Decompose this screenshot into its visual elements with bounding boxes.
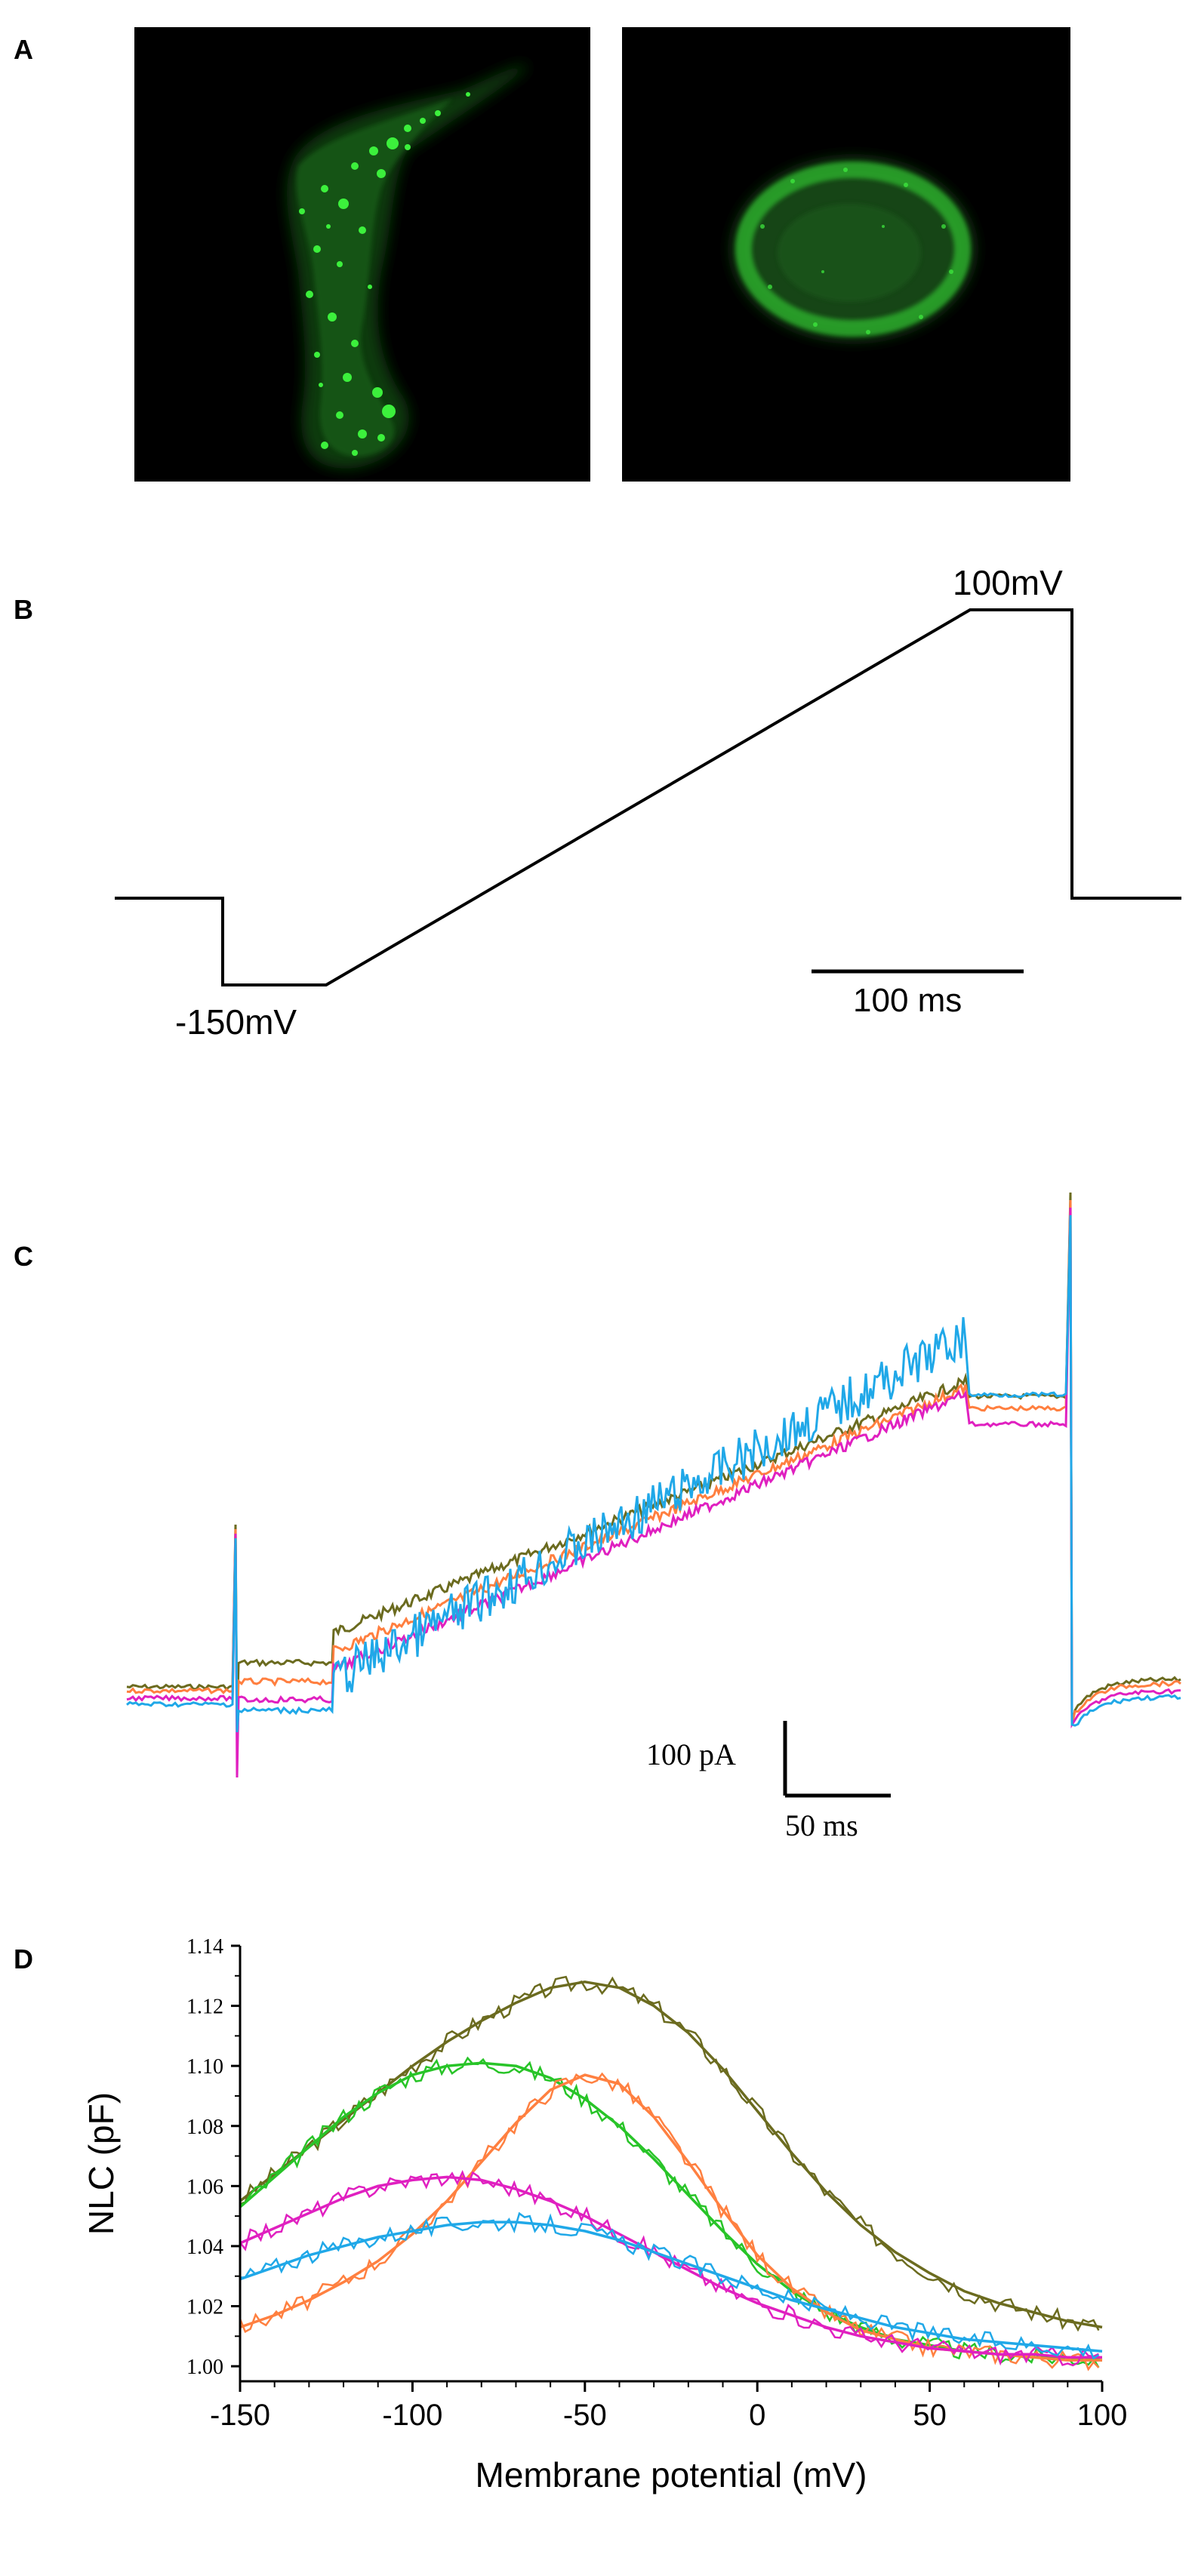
y-tick-label: 1.12 bbox=[186, 1996, 223, 2019]
x-tick-label: -50 bbox=[563, 2399, 607, 2432]
micrograph-left-puncta bbox=[299, 92, 470, 456]
nlc-chart: 1.00 1.02 1.04 1.06 1.08 1.10 1.12 1.14 -150 -100… bbox=[82, 1935, 1127, 2494]
x-tick-label: 0 bbox=[749, 2399, 765, 2432]
y-axis-label: NLC (pF) bbox=[82, 2092, 121, 2235]
y-tick-label: 1.00 bbox=[186, 2356, 223, 2379]
nlc-fit-curve bbox=[239, 2175, 1102, 2359]
nlc-fit-curve bbox=[239, 2221, 1103, 2353]
time-scale-label-c: 50 ms bbox=[785, 1808, 858, 1842]
current-traces bbox=[126, 1192, 1181, 1778]
panel-b-letter: B bbox=[14, 594, 33, 625]
current-trace bbox=[126, 1207, 1181, 1778]
y-tick-label: 1.04 bbox=[186, 2236, 223, 2259]
y-tick-label: 1.10 bbox=[186, 2055, 223, 2079]
micrograph-right-speckle bbox=[760, 168, 953, 334]
panel-a-letter: A bbox=[14, 34, 33, 65]
current-trace bbox=[126, 1192, 1181, 1733]
nlc-fit-curve bbox=[239, 2073, 1102, 2362]
micrograph-right bbox=[622, 27, 1070, 482]
nlc-data-trace bbox=[239, 1975, 1100, 2332]
nlc-data-trace bbox=[239, 2072, 1100, 2371]
current-trace bbox=[126, 1199, 1181, 1733]
x-axis-label: Membrane potential (mV) bbox=[476, 2455, 867, 2494]
x-tick-label: 50 bbox=[913, 2399, 947, 2432]
current-scale-label: 100 pA bbox=[646, 1737, 736, 1771]
nlc-series-group bbox=[239, 1975, 1103, 2371]
y-tick-label: 1.14 bbox=[186, 1935, 223, 1959]
current-trace bbox=[126, 1214, 1181, 1733]
nlc-data-trace bbox=[239, 2056, 1100, 2368]
panel-d-letter: D bbox=[14, 1944, 33, 1974]
nlc-fit-curve bbox=[239, 1980, 1103, 2329]
x-tick-label: 100 bbox=[1077, 2399, 1128, 2432]
nlc-axes: 1.00 1.02 1.04 1.06 1.08 1.10 1.12 1.14 -150 -100… bbox=[186, 1935, 1127, 2432]
x-tick-label: -100 bbox=[382, 2399, 442, 2432]
y-tick-label: 1.08 bbox=[186, 2116, 223, 2139]
time-scale-label-b: 100 ms bbox=[853, 982, 962, 1019]
protocol-top-label: 100mV bbox=[953, 563, 1063, 602]
y-tick-label: 1.06 bbox=[186, 2175, 223, 2199]
nlc-data-trace bbox=[239, 2169, 1099, 2367]
protocol-bottom-label: -150mV bbox=[175, 1002, 297, 1042]
x-tick-label: -150 bbox=[210, 2399, 270, 2432]
panel-c-letter: C bbox=[14, 1241, 33, 1272]
voltage-protocol-trace bbox=[115, 608, 1181, 986]
micrograph-left bbox=[134, 27, 590, 482]
y-tick-label: 1.02 bbox=[186, 2296, 223, 2319]
nlc-data-trace bbox=[239, 2211, 1100, 2360]
